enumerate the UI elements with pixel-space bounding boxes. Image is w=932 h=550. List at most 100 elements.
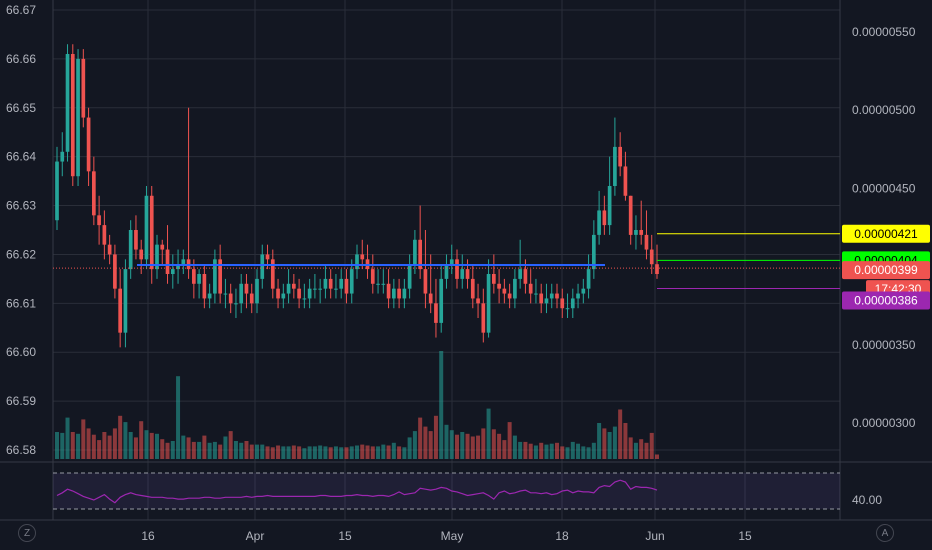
volume-bar bbox=[297, 446, 302, 459]
oscillator-pane: 40.00 bbox=[53, 472, 882, 510]
volume-bar bbox=[428, 431, 433, 459]
candle-body bbox=[644, 234, 649, 250]
candle-body bbox=[492, 274, 496, 284]
candle-body bbox=[581, 288, 586, 294]
volume-bar bbox=[333, 446, 338, 459]
volume-bar bbox=[576, 443, 581, 459]
candle-body bbox=[334, 288, 338, 290]
candle-body bbox=[607, 186, 612, 226]
volume-bar bbox=[144, 430, 149, 459]
volume-bar bbox=[328, 447, 333, 459]
candle-body bbox=[176, 264, 180, 270]
horizontal-levels bbox=[53, 233, 840, 289]
volume-bar bbox=[602, 428, 607, 459]
candle-body bbox=[165, 249, 170, 274]
time-axis-tick: 15 bbox=[338, 529, 352, 543]
candle-body bbox=[592, 234, 596, 270]
volume-bar bbox=[639, 439, 644, 459]
candle-body bbox=[70, 54, 75, 177]
volume-bar bbox=[497, 433, 502, 459]
candle-body bbox=[349, 269, 354, 294]
volume-bar bbox=[123, 422, 128, 459]
volume-bar bbox=[391, 442, 396, 459]
candle-body bbox=[618, 146, 622, 167]
volume-bar bbox=[507, 422, 512, 459]
volume-bar bbox=[360, 444, 365, 459]
candle-body bbox=[118, 288, 122, 333]
candle-body bbox=[586, 269, 591, 289]
candle-body bbox=[570, 298, 575, 309]
auto-scale-toggle-icon[interactable]: A bbox=[876, 524, 894, 542]
volume-bar bbox=[381, 444, 386, 459]
volume-bar bbox=[270, 447, 275, 459]
volume-bar bbox=[255, 444, 259, 459]
time-axis[interactable]: 16 Apr 15 May 18 Jun 15 bbox=[141, 529, 752, 543]
right-axis-tick: 0.00000500 bbox=[852, 103, 916, 117]
volume-bar bbox=[412, 431, 417, 459]
volume-bar bbox=[91, 434, 96, 459]
left-axis-tick: 66.59 bbox=[6, 394, 36, 408]
candle-body bbox=[92, 171, 96, 216]
right-axis-tick: 0.00000350 bbox=[852, 338, 916, 352]
left-axis-tick: 66.67 bbox=[6, 3, 36, 17]
volume-bar bbox=[81, 419, 86, 459]
volume-bar bbox=[581, 446, 586, 459]
candle-body bbox=[60, 151, 65, 162]
volume-bar bbox=[560, 446, 565, 459]
candle-body bbox=[602, 210, 607, 226]
candle-body bbox=[76, 58, 80, 177]
volume-bar bbox=[628, 437, 633, 459]
volume-bar bbox=[470, 436, 475, 459]
volume-bar bbox=[528, 443, 533, 459]
candle-body bbox=[255, 278, 259, 304]
volume-bar bbox=[612, 426, 617, 459]
volume-bar bbox=[318, 445, 323, 459]
candle-body bbox=[455, 259, 459, 279]
volume-bars bbox=[55, 351, 659, 459]
volume-bar bbox=[181, 435, 186, 459]
candle-body bbox=[460, 269, 465, 279]
volume-bar bbox=[486, 408, 491, 459]
log-scale-toggle-icon[interactable]: Z bbox=[18, 524, 36, 542]
volume-bar bbox=[276, 445, 281, 459]
candle-body bbox=[192, 269, 196, 284]
volume-bar bbox=[544, 444, 549, 459]
volume-bar bbox=[633, 442, 638, 459]
volume-bar bbox=[597, 423, 602, 459]
candle-body bbox=[476, 298, 480, 304]
candle-body bbox=[328, 278, 333, 289]
volume-bar bbox=[160, 439, 165, 459]
left-price-axis[interactable]: 66.67 66.66 66.65 66.64 66.63 66.62 66.61 66.60… bbox=[6, 3, 36, 457]
right-price-axis[interactable]: 0.00000550 0.00000500 0.00000450 0.00000350… bbox=[852, 25, 916, 430]
candle-body bbox=[655, 264, 659, 274]
left-axis-tick: 66.63 bbox=[6, 199, 36, 213]
volume-bar bbox=[533, 445, 538, 459]
volume-bar bbox=[291, 445, 296, 459]
volume-bar bbox=[218, 444, 223, 459]
volume-bar bbox=[376, 446, 381, 459]
candle-body bbox=[597, 210, 601, 235]
volume-bar bbox=[112, 428, 117, 459]
candle-body bbox=[407, 264, 412, 289]
candle-body bbox=[418, 239, 422, 270]
candle-body bbox=[181, 259, 186, 265]
candle-body bbox=[286, 283, 291, 294]
volume-bar bbox=[344, 447, 349, 459]
volume-bar bbox=[407, 437, 412, 459]
candle-body bbox=[649, 249, 654, 265]
candlestick-series bbox=[55, 44, 659, 348]
left-axis-tick: 66.58 bbox=[6, 443, 36, 457]
right-axis-tick: 0.00000300 bbox=[852, 416, 916, 430]
candle-body bbox=[344, 278, 349, 294]
volume-bar bbox=[139, 421, 144, 459]
price-tag-text: 0.00000399 bbox=[854, 263, 918, 277]
candle-body bbox=[65, 54, 70, 152]
candle-body bbox=[539, 293, 544, 304]
left-axis-tick: 66.64 bbox=[6, 150, 36, 164]
candle-body bbox=[413, 239, 417, 265]
candle-body bbox=[360, 254, 365, 260]
price-tag-text: 0.00000386 bbox=[854, 293, 918, 307]
candle-body bbox=[144, 195, 149, 260]
candle-body bbox=[423, 269, 428, 294]
